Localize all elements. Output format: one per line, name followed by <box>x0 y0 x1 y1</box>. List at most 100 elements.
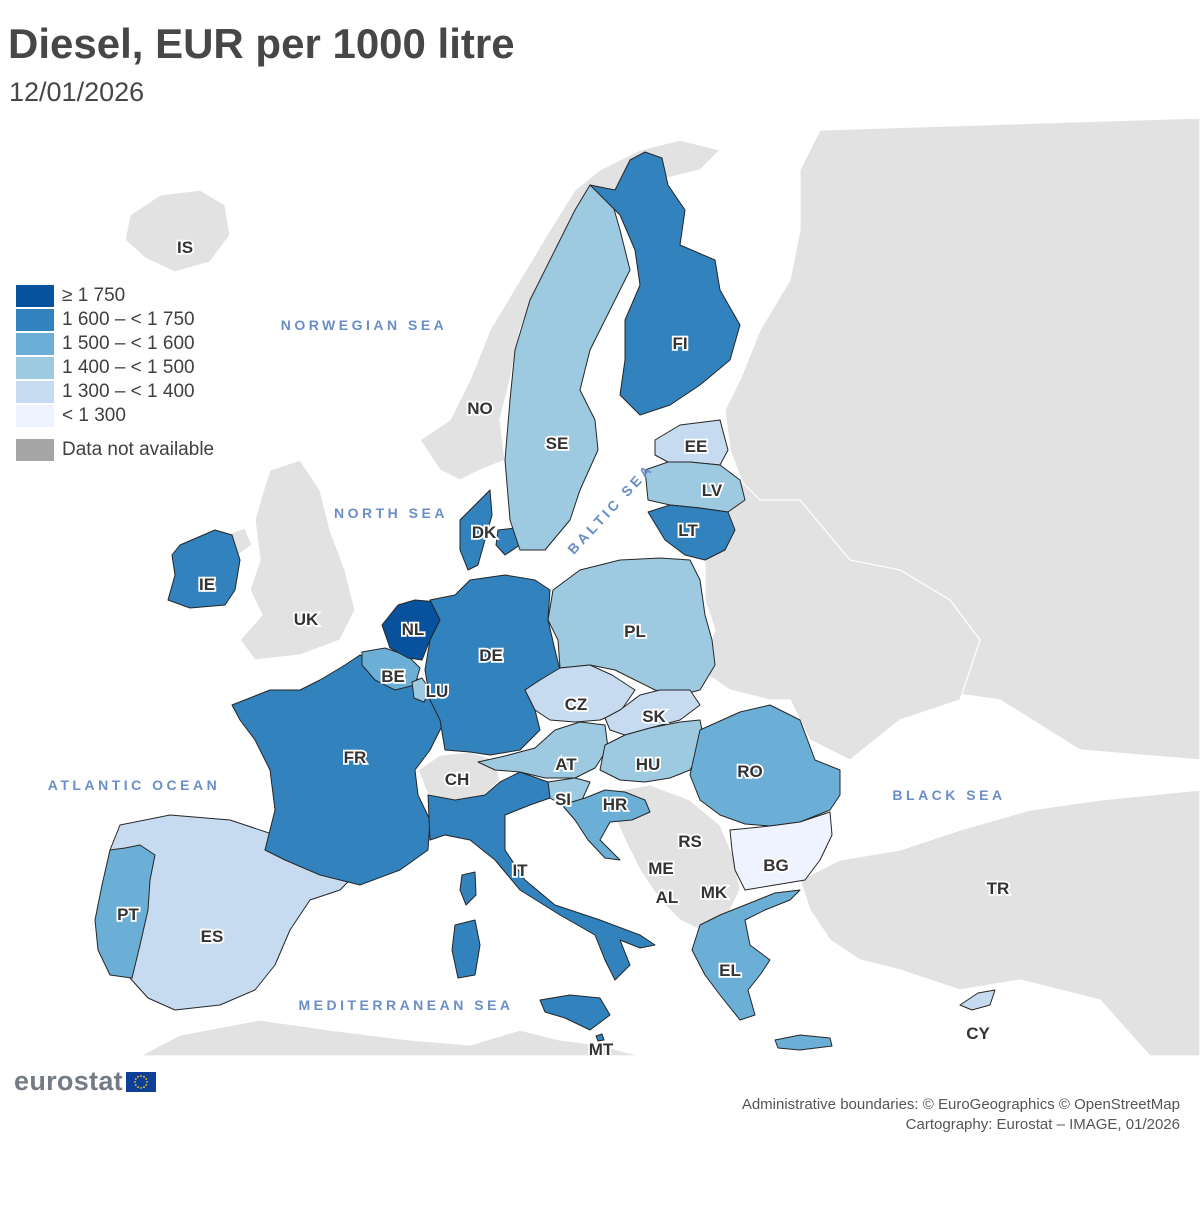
sea-label-mediterranean: MEDITERRANEAN SEA <box>298 997 513 1013</box>
background-land <box>124 118 1200 1056</box>
land-uk <box>239 459 356 661</box>
country-EL-crete[interactable] <box>774 1034 833 1051</box>
country-LT[interactable] <box>647 504 736 561</box>
country-PT[interactable] <box>94 844 156 979</box>
label-AL: AL <box>656 888 679 907</box>
label-SK: SK <box>642 707 666 726</box>
label-DK: DK <box>472 523 497 542</box>
label-PL: PL <box>624 622 646 641</box>
legend-swatch <box>16 357 54 379</box>
country-DK[interactable] <box>459 489 521 571</box>
country-RO[interactable] <box>689 704 841 827</box>
map-legend: ≥ 1 750 1 600 – < 1 750 1 500 – < 1 600 … <box>16 284 214 462</box>
label-IS: IS <box>177 238 193 257</box>
legend-item: 1 400 – < 1 500 <box>16 356 214 380</box>
country-EL[interactable] <box>691 889 801 1021</box>
country-DE[interactable] <box>424 574 561 756</box>
label-IT: IT <box>512 861 528 880</box>
country-CZ[interactable] <box>524 664 636 723</box>
credits-boundaries: Administrative boundaries: © EuroGeograp… <box>741 1096 1180 1113</box>
label-FR: FR <box>344 748 367 767</box>
country-IT[interactable] <box>427 771 656 981</box>
country-SE[interactable] <box>504 184 631 551</box>
label-AT: AT <box>555 755 577 774</box>
legend-label: 1 600 – < 1 750 <box>62 309 195 330</box>
land-turkey <box>799 789 1200 1056</box>
land-belarus-ukraine <box>699 468 981 761</box>
country-LU[interactable] <box>411 677 431 703</box>
legend-label: Data not available <box>62 439 215 460</box>
label-CZ: CZ <box>565 695 588 714</box>
legend-label: 1 400 – < 1 500 <box>62 357 195 378</box>
country-CY[interactable] <box>959 989 996 1011</box>
legend-label: 1 500 – < 1 600 <box>62 333 195 354</box>
legend-label: 1 300 – < 1 400 <box>62 381 195 402</box>
label-RO: RO <box>737 762 763 781</box>
eu-countries <box>94 151 996 1051</box>
label-MK: MK <box>701 883 728 902</box>
sea-label-norwegian: NORWEGIAN SEA <box>281 317 448 333</box>
country-BG[interactable] <box>729 811 833 891</box>
country-FR-corsica[interactable] <box>459 871 477 906</box>
sea-label-black: BLACK SEA <box>892 787 1005 803</box>
legend-swatch <box>16 405 54 427</box>
country-LV[interactable] <box>644 461 746 513</box>
label-HU: HU <box>636 755 661 774</box>
legend-item: 1 500 – < 1 600 <box>16 332 214 356</box>
legend-swatch <box>16 439 54 461</box>
label-EE: EE <box>685 437 708 456</box>
land-north-africa <box>139 1019 641 1056</box>
label-SE: SE <box>546 434 569 453</box>
country-IT-sicily[interactable] <box>539 994 611 1031</box>
label-EL: EL <box>719 961 741 980</box>
label-IE: IE <box>199 575 215 594</box>
credits-cartography: Cartography: Eurostat – IMAGE, 01/2026 <box>905 1116 1180 1133</box>
legend-item: < 1 300 <box>16 404 214 428</box>
country-FI[interactable] <box>589 151 741 416</box>
label-NL: NL <box>402 620 425 639</box>
label-ES: ES <box>201 927 224 946</box>
label-CY: CY <box>966 1024 990 1043</box>
map-credits: Administrative boundaries: © EuroGeograp… <box>742 1095 1180 1135</box>
label-LT: LT <box>678 521 698 540</box>
label-BG: BG <box>763 856 789 875</box>
country-labels: IS NO SE FI EE LV LT DK IE UK NL DE PL B… <box>115 236 1011 1059</box>
legend-item-not-available: Data not available <box>16 438 214 462</box>
label-UK: UK <box>294 610 319 629</box>
country-HR[interactable] <box>561 789 651 861</box>
sea-label-north: NORTH SEA <box>334 505 448 521</box>
legend-label: ≥ 1 750 <box>62 285 126 306</box>
sea-label-atlantic: ATLANTIC OCEAN <box>48 777 220 793</box>
label-LV: LV <box>702 481 723 500</box>
country-MT[interactable] <box>595 1033 605 1042</box>
legend-swatch <box>16 333 54 355</box>
label-NO: NO <box>467 399 493 418</box>
country-SK[interactable] <box>604 689 701 736</box>
land-iceland <box>124 189 231 273</box>
label-FI: FI <box>672 334 687 353</box>
country-FR[interactable] <box>231 654 446 886</box>
label-HR: HR <box>603 795 628 814</box>
label-DE: DE <box>479 646 503 665</box>
legend-item: 1 300 – < 1 400 <box>16 380 214 404</box>
eurostat-wordmark: eurostat <box>14 1066 123 1096</box>
label-TR: TR <box>987 879 1010 898</box>
label-ME: ME <box>648 859 674 878</box>
label-LU: LU <box>426 682 449 701</box>
legend-item: 1 600 – < 1 750 <box>16 308 214 332</box>
eu-flag-icon <box>125 1071 156 1092</box>
label-CH: CH <box>445 770 470 789</box>
map-date: 12/01/2026 <box>9 77 145 107</box>
map-title: Diesel, EUR per 1000 litre <box>8 20 515 67</box>
legend-swatch <box>16 285 54 307</box>
label-MT: MT <box>589 1040 614 1059</box>
eurostat-logo: eurostat <box>14 1066 156 1097</box>
legend-label: < 1 300 <box>62 405 126 426</box>
label-RS: RS <box>678 832 702 851</box>
country-IE[interactable] <box>167 529 241 609</box>
country-IT-sardinia[interactable] <box>451 919 481 979</box>
legend-item: ≥ 1 750 <box>16 284 214 308</box>
label-BE: BE <box>381 667 405 686</box>
legend-swatch <box>16 381 54 403</box>
